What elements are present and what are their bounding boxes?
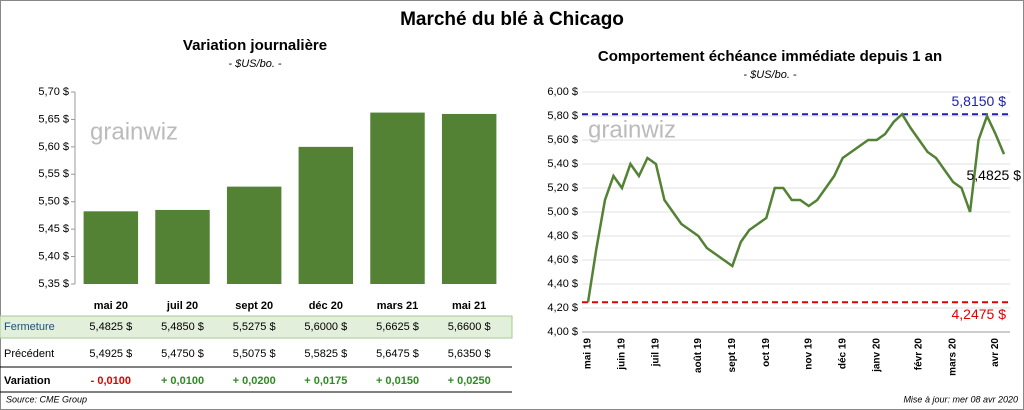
y-tick-label: 5,60 $	[38, 141, 69, 153]
table-cell: 5,4850 $	[161, 321, 204, 333]
y-tick-label: 5,55 $	[38, 168, 69, 180]
y-tick-label: 5,35 $	[38, 278, 69, 290]
line-series	[586, 112, 1006, 303]
bar	[441, 113, 497, 284]
x-tick-label: mai 21	[452, 300, 486, 312]
table-cell: + 0,0150	[376, 375, 419, 387]
table-cell: + 0,0100	[161, 375, 204, 387]
bar	[298, 146, 354, 284]
x-tick-label: sept 20	[235, 300, 273, 312]
x-tick-label: mars 20	[948, 338, 959, 376]
y-tick-label: 5,60 $	[547, 134, 578, 146]
y-tick-label: 4,20 $	[547, 302, 578, 314]
x-tick-label: mars 21	[377, 300, 419, 312]
y-tick-label: 5,65 $	[38, 113, 69, 125]
y-tick-label: 5,20 $	[547, 182, 578, 194]
table-cell: + 0,0250	[448, 375, 491, 387]
reference-label: 4,2475 $	[952, 306, 1007, 322]
chart-subtitle: - $US/bo. -	[228, 58, 282, 70]
x-tick-label: févr 20	[914, 338, 925, 371]
table-cell: + 0,0175	[304, 375, 347, 387]
x-tick-label: juil 19	[651, 338, 662, 368]
reference-label: 5,8150 $	[952, 93, 1007, 109]
table-cell: 5,5825 $	[304, 348, 347, 360]
watermark: grainwiz	[588, 116, 676, 143]
bar	[370, 112, 425, 284]
y-tick-label: 6,00 $	[547, 86, 578, 98]
x-tick-label: mai 19	[583, 338, 594, 370]
row-label: Précédent	[4, 348, 54, 360]
y-tick-label: 5,45 $	[38, 223, 69, 235]
y-tick-label: 5,40 $	[547, 158, 578, 170]
y-tick-label: 5,70 $	[38, 86, 69, 98]
bar	[226, 186, 282, 284]
table-cell: 5,5075 $	[233, 348, 276, 360]
x-tick-label: mai 20	[94, 300, 128, 312]
x-tick-label: avr 20	[990, 338, 1001, 367]
y-tick-label: 4,00 $	[547, 326, 578, 338]
watermark: grainwiz	[90, 118, 178, 145]
x-tick-label: nov 19	[803, 338, 814, 370]
chart-title: Comportement échéance immédiate depuis 1…	[598, 48, 942, 65]
x-tick-label: juin 19	[617, 338, 628, 371]
y-tick-label: 5,50 $	[38, 196, 69, 208]
chart-title: Variation journalière	[183, 37, 327, 54]
y-tick-label: 4,80 $	[547, 230, 578, 242]
table-cell: 5,4825 $	[89, 321, 132, 333]
table-cell: 5,6350 $	[448, 348, 491, 360]
table-cell: 5,4750 $	[161, 348, 204, 360]
x-tick-label: juil 20	[166, 300, 198, 312]
updated: Mise à jour: mer 08 avr 2020	[903, 394, 1018, 404]
x-tick-label: déc 19	[837, 338, 848, 370]
row-label: Variation	[4, 375, 51, 387]
last-value-label: 5,4825 $	[967, 167, 1022, 183]
x-tick-label: sept 19	[727, 338, 738, 373]
table-cell: 5,6600 $	[448, 321, 491, 333]
y-tick-label: 5,00 $	[547, 206, 578, 218]
row-label: Fermeture	[4, 321, 55, 333]
bar	[83, 211, 139, 284]
x-tick-label: janv 20	[871, 338, 882, 373]
x-tick-label: oct 19	[761, 338, 772, 367]
table-cell: 5,6475 $	[376, 348, 419, 360]
table-cell: - 0,0100	[91, 375, 131, 387]
bar	[155, 209, 210, 284]
y-tick-label: 5,40 $	[38, 250, 69, 262]
page-title: Marché du blé à Chicago	[400, 9, 624, 30]
source: Source: CME Group	[6, 394, 87, 404]
table-cell: 5,4925 $	[89, 348, 132, 360]
table-cell: 5,5275 $	[233, 321, 276, 333]
chart-subtitle: - $US/bo. -	[743, 69, 797, 81]
table-cell: 5,6625 $	[376, 321, 419, 333]
x-tick-label: déc 20	[309, 300, 343, 312]
y-tick-label: 4,40 $	[547, 278, 578, 290]
table-cell: 5,6000 $	[304, 321, 347, 333]
y-tick-label: 5,80 $	[547, 110, 578, 122]
y-tick-label: 4,60 $	[547, 254, 578, 266]
x-tick-label: août 19	[693, 338, 704, 373]
table-cell: + 0,0200	[233, 375, 276, 387]
row-band	[0, 315, 513, 339]
